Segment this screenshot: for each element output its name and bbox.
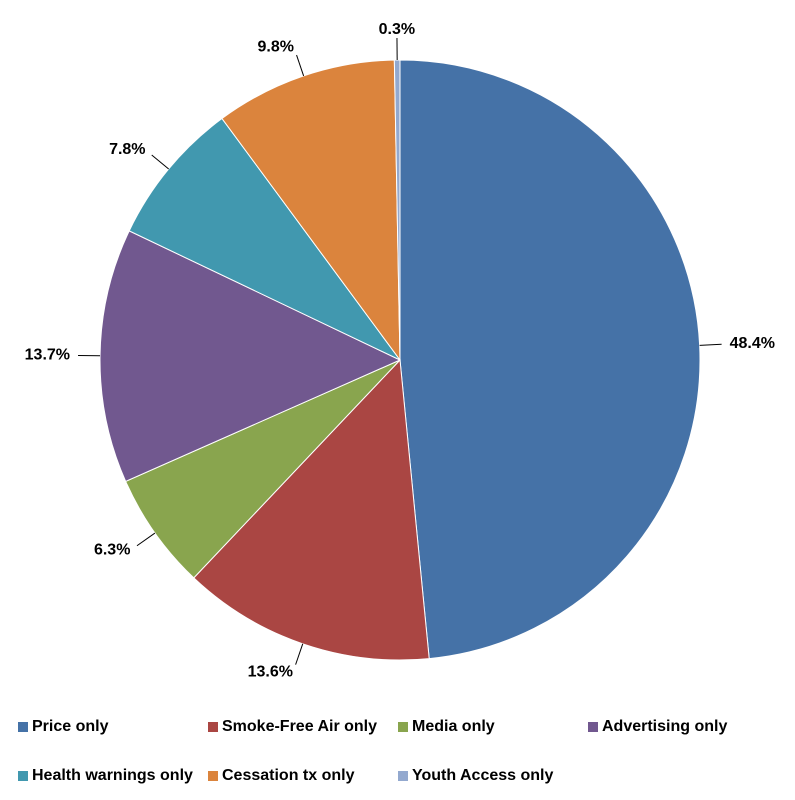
legend-label: Media only [412, 718, 495, 735]
pie-slice [221, 59, 401, 362]
legend-swatch [398, 722, 408, 732]
legend-label: Price only [32, 718, 109, 735]
legend-swatch [18, 771, 28, 781]
legend-swatch [208, 722, 218, 732]
legend-label: Youth Access only [412, 767, 553, 784]
leader-line [295, 643, 304, 665]
legend-swatch [18, 722, 28, 732]
pie-slice [393, 59, 401, 361]
data-label: 48.4% [730, 335, 775, 352]
data-label: 9.8% [258, 39, 294, 56]
leader-line [296, 54, 305, 77]
data-label: 7.8% [109, 141, 145, 158]
data-label: 0.3% [379, 21, 415, 38]
leader-line [699, 343, 722, 346]
legend-swatch [588, 722, 598, 732]
data-label: 6.3% [94, 542, 130, 559]
data-label: 13.7% [25, 347, 70, 364]
pie-slice [125, 359, 401, 579]
legend-swatch [208, 771, 218, 781]
data-label: 13.6% [248, 663, 293, 680]
legend-label: Health warnings only [32, 767, 193, 784]
leader-line [136, 532, 156, 547]
pie-slice [128, 117, 401, 361]
legend-swatch [398, 771, 408, 781]
pie-slice [399, 59, 701, 660]
legend-label: Cessation tx only [222, 767, 355, 784]
legend-label: Advertising only [602, 718, 727, 735]
legend-label: Smoke-Free Air only [222, 718, 377, 735]
leader-line [151, 154, 169, 170]
